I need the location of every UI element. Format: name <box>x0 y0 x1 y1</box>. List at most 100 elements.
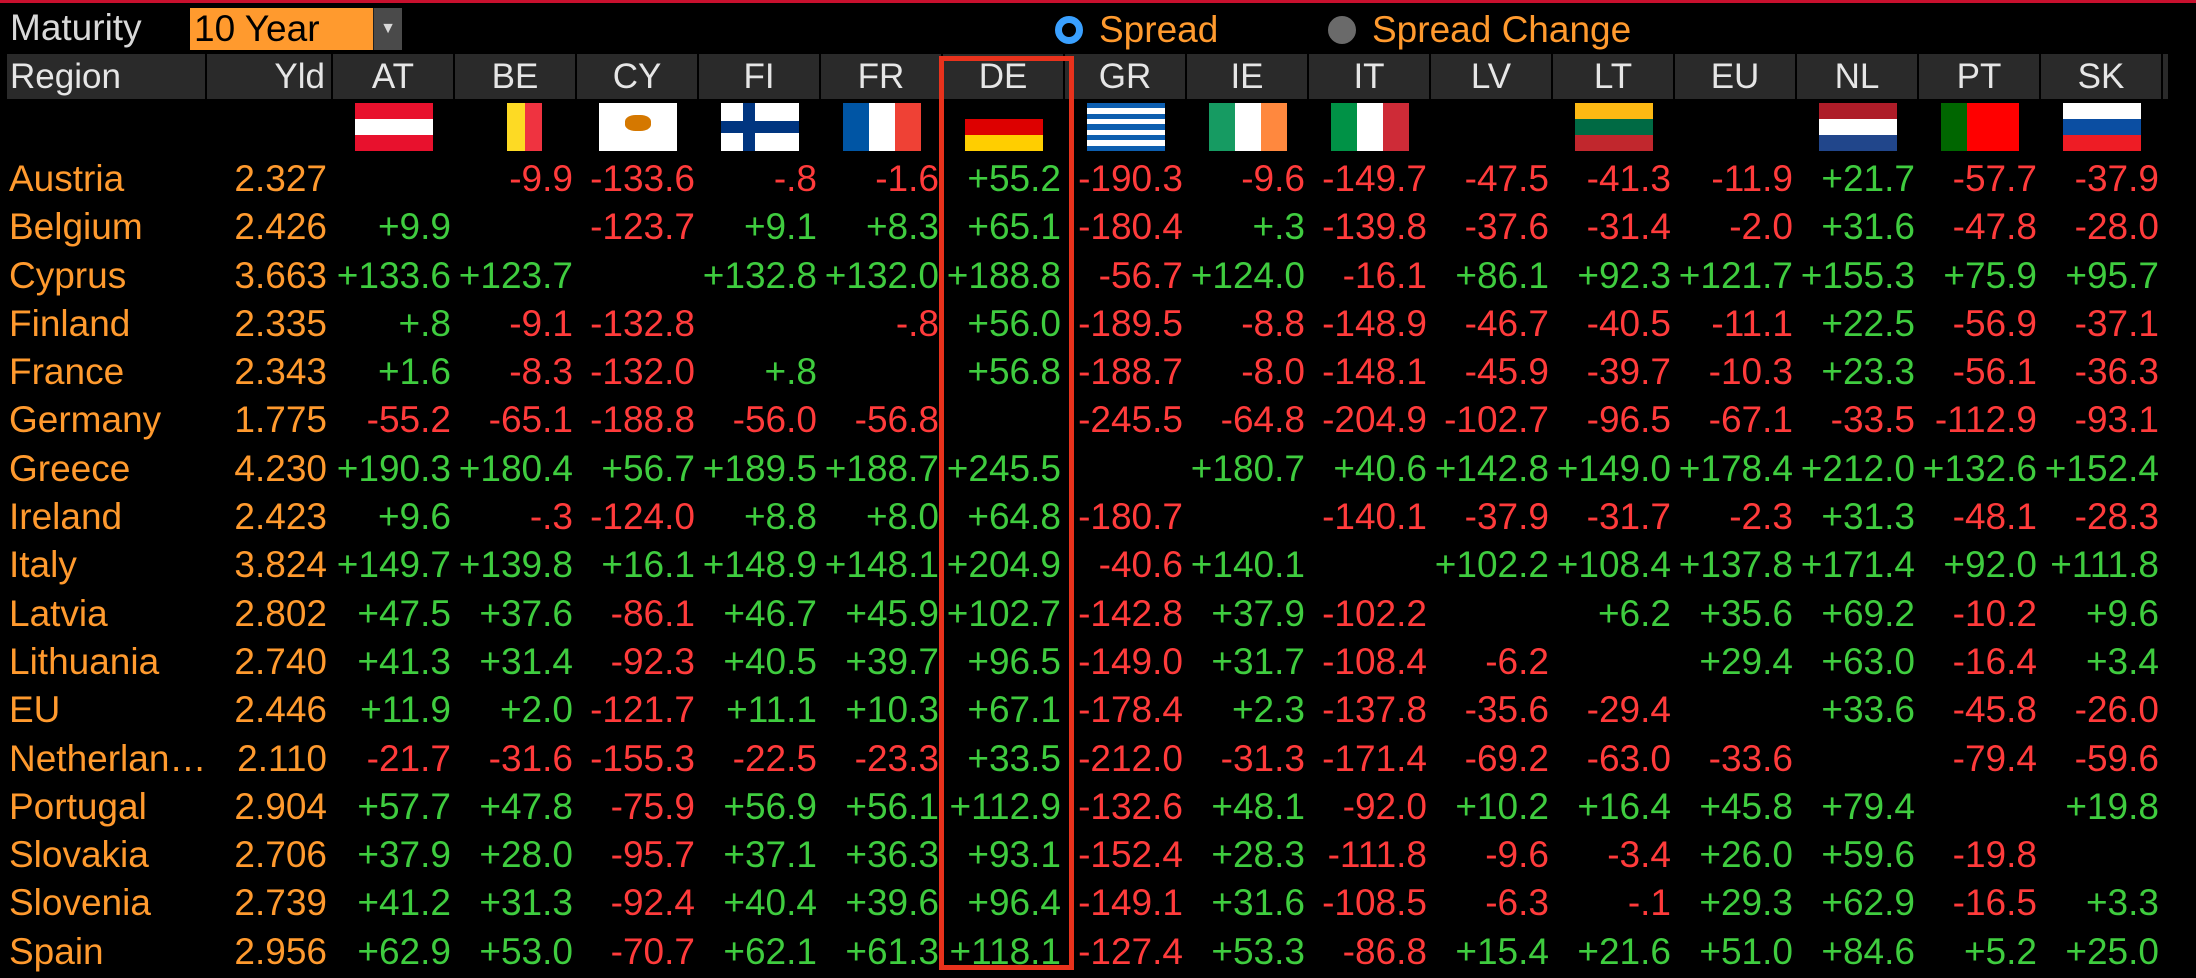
spread-cell[interactable]: -148.1 <box>1322 351 1427 393</box>
spread-cell[interactable]: +.3 <box>1252 206 1305 248</box>
spread-cell[interactable]: -57.7 <box>1952 158 2037 199</box>
region-label[interactable]: EU <box>9 689 61 731</box>
spread-cell[interactable]: +59.6 <box>1821 834 1915 876</box>
spread-cell[interactable]: -139.8 <box>1322 206 1427 248</box>
spread-cell[interactable]: +56.0 <box>967 302 1061 344</box>
spread-cell[interactable] <box>2041 831 2163 879</box>
spread-cell[interactable]: -79.4 <box>1952 737 2037 779</box>
table-row[interactable]: Ireland 2.423 +9.6 -.3 -124.0 +8.8 +8.0 +64.8 -1… <box>7 493 2168 541</box>
spread-cell[interactable]: -26.0 <box>2074 689 2159 731</box>
spread-cell[interactable]: -149.7 <box>1322 158 1427 199</box>
table-row[interactable]: Slovakia 2.706 +37.9 +28.0 -95.7 +37.1 +36.3 +9… <box>7 831 2168 879</box>
spread-cell[interactable]: +46.7 <box>723 592 817 634</box>
table-row[interactable]: Portugal 2.904 +57.7 +47.8 -75.9 +56.9 +56.1 +1… <box>7 783 2168 831</box>
spread-cell[interactable]: +8.0 <box>865 496 939 538</box>
spread-cell[interactable]: -142.8 <box>1078 592 1183 634</box>
spread-cell[interactable]: -29.4 <box>1586 689 1671 731</box>
spread-cell[interactable]: -19.8 <box>1952 834 2037 876</box>
spread-cell[interactable]: -112.9 <box>1934 399 2037 441</box>
spread-cell[interactable]: +62.9 <box>357 930 451 972</box>
table-row[interactable]: Greece 4.230 +190.3 +180.4 +56.7 +189.5 +188.7… <box>7 445 2168 493</box>
spread-cell[interactable]: +21.6 <box>1577 930 1671 972</box>
spread-cell[interactable]: +123.7 <box>458 254 573 296</box>
spread-cell[interactable]: +152.4 <box>2044 447 2159 489</box>
spread-cell[interactable]: +3.3 <box>2085 882 2159 924</box>
spread-cell[interactable]: -121.7 <box>590 689 695 731</box>
spread-cell[interactable]: +190.3 <box>336 447 451 489</box>
region-label[interactable]: Slovenia <box>9 882 151 924</box>
spread-cell[interactable]: -6.3 <box>1485 882 1549 924</box>
spread-cell[interactable]: -92.3 <box>610 640 695 682</box>
spread-cell[interactable] <box>1919 783 2041 831</box>
spread-cell[interactable]: +92.0 <box>1943 544 2037 586</box>
spread-cell[interactable]: +33.5 <box>967 737 1061 779</box>
region-label[interactable]: Portugal <box>9 785 147 827</box>
region-label[interactable]: Cyprus <box>9 254 127 296</box>
spread-cell[interactable]: -37.6 <box>1464 206 1549 248</box>
spread-cell[interactable]: -86.1 <box>610 592 695 634</box>
spread-cell[interactable]: -2.3 <box>1729 496 1793 538</box>
spread-cell[interactable] <box>699 300 821 348</box>
spread-cell[interactable]: +9.1 <box>743 206 817 248</box>
spread-cell[interactable]: +93.1 <box>967 834 1061 876</box>
spread-cell[interactable]: -93.1 <box>2074 399 2159 441</box>
spread-cell[interactable] <box>1065 445 1187 493</box>
spread-cell[interactable]: -180.7 <box>1078 496 1183 538</box>
spread-cell[interactable] <box>821 348 943 396</box>
column-header-it[interactable]: IT <box>1309 54 1431 99</box>
spread-cell[interactable]: +10.3 <box>845 689 939 731</box>
spread-cell[interactable]: +40.4 <box>723 882 817 924</box>
spread-cell[interactable]: -45.8 <box>1952 689 2037 731</box>
table-row[interactable]: Spain 2.956 +62.9 +53.0 -70.7 +62.1 +61.3 +118.… <box>7 928 2168 976</box>
spread-cell[interactable]: -33.6 <box>1708 737 1793 779</box>
spread-cell[interactable]: -47.8 <box>1952 206 2037 248</box>
spread-cell[interactable]: -9.9 <box>509 158 573 199</box>
spread-cell[interactable]: -41.3 <box>1586 158 1671 199</box>
spread-cell[interactable]: +37.9 <box>357 834 451 876</box>
region-label[interactable]: Slovakia <box>9 834 149 876</box>
spread-cell[interactable]: -36.3 <box>2074 351 2159 393</box>
spread-cell[interactable]: +19.8 <box>2065 785 2159 827</box>
spread-cell[interactable]: -8.8 <box>1241 302 1305 344</box>
spread-cell[interactable]: -45.9 <box>1464 351 1549 393</box>
spread-cell[interactable]: -102.7 <box>1444 399 1549 441</box>
spread-cell[interactable]: -31.4 <box>1586 206 1671 248</box>
spread-cell[interactable]: +11.9 <box>360 689 451 731</box>
region-label[interactable]: Austria <box>9 158 125 199</box>
table-row[interactable]: Austria 2.327 -9.9 -133.6 -.8 -1.6 +55.2 -190.3… <box>7 155 2168 203</box>
spread-cell[interactable]: +9.6 <box>377 496 451 538</box>
spread-cell[interactable]: -67.1 <box>1708 399 1793 441</box>
spread-cell[interactable]: +64.8 <box>967 496 1061 538</box>
spread-cell[interactable]: -188.8 <box>590 399 695 441</box>
spread-cell[interactable]: +56.1 <box>845 785 939 827</box>
spread-cell[interactable]: +16.1 <box>601 544 695 586</box>
spread-cell[interactable]: +112.9 <box>949 785 1061 827</box>
spread-cell[interactable]: +212.0 <box>1800 447 1915 489</box>
spread-cell[interactable]: +96.4 <box>967 882 1061 924</box>
spread-cell[interactable]: -56.9 <box>1952 302 2037 344</box>
column-header-cy[interactable]: CY <box>577 54 699 99</box>
chevron-down-icon[interactable]: ▼ <box>373 8 402 50</box>
column-header-nl[interactable]: NL <box>1797 54 1919 99</box>
spread-cell[interactable] <box>1187 493 1309 541</box>
spread-cell[interactable]: -245.5 <box>1078 399 1183 441</box>
spread-cell[interactable]: -16.5 <box>1952 882 2037 924</box>
spread-cell[interactable]: +39.6 <box>845 882 939 924</box>
spread-cell[interactable]: -96.5 <box>1586 399 1671 441</box>
spread-cell[interactable]: -16.4 <box>1952 640 2037 682</box>
region-label[interactable]: Lithuania <box>9 640 160 682</box>
spread-cell[interactable]: -22.5 <box>732 737 817 779</box>
spread-cell[interactable]: -140.1 <box>1322 496 1427 538</box>
spread-cell[interactable]: +137.8 <box>1678 544 1793 586</box>
spread-cell[interactable]: -155.3 <box>590 737 695 779</box>
spread-cell[interactable]: +3.4 <box>2085 640 2159 682</box>
spread-cell[interactable]: +111.8 <box>2050 544 2159 586</box>
spread-cell[interactable]: +95.7 <box>2065 254 2159 296</box>
spread-cell[interactable]: -171.4 <box>1322 737 1427 779</box>
spread-cell[interactable]: -108.4 <box>1322 640 1427 682</box>
column-header-fi[interactable]: FI <box>699 54 821 99</box>
spread-cell[interactable]: +35.6 <box>1699 592 1793 634</box>
spread-cell[interactable]: -9.6 <box>1241 158 1305 199</box>
spread-cell[interactable]: -21.7 <box>366 737 451 779</box>
spread-cell[interactable]: +188.8 <box>946 254 1061 296</box>
